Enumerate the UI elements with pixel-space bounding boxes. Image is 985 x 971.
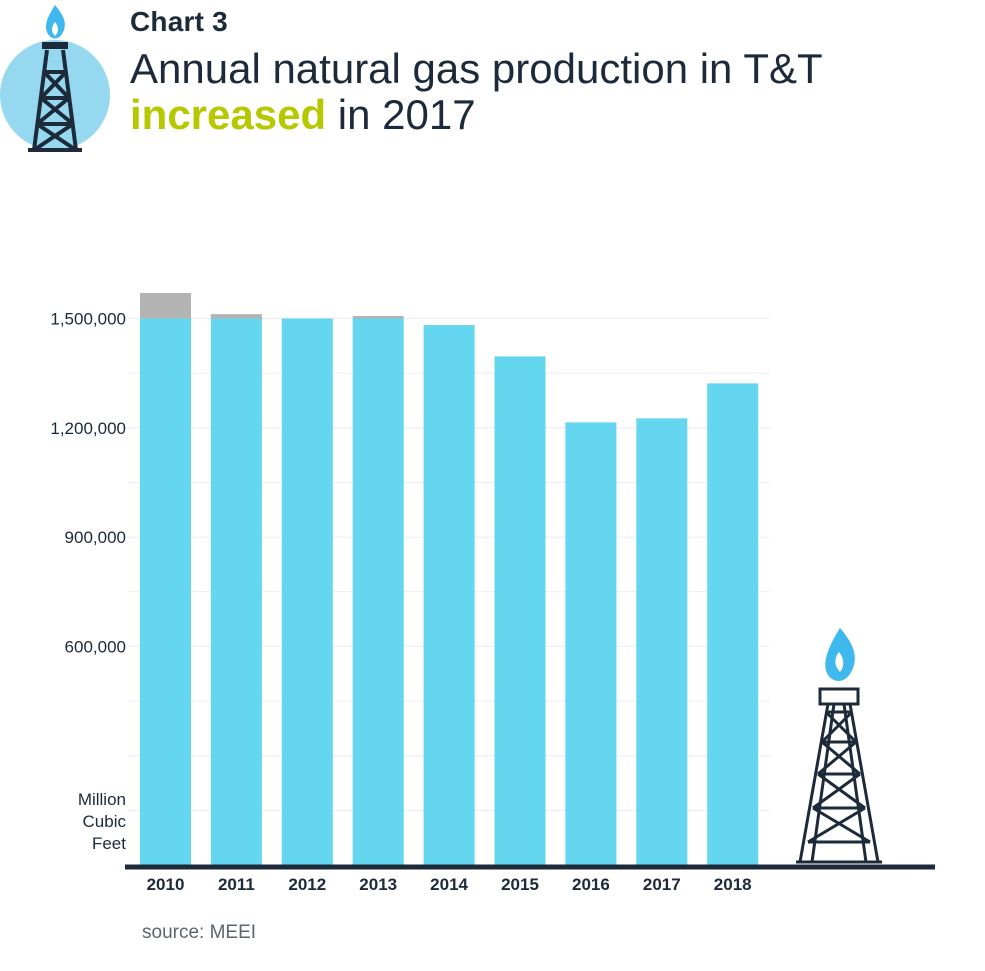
title-part2: in 2017	[326, 91, 476, 138]
y-tick-label: 900,000	[65, 528, 126, 547]
x-tick-label: 2015	[501, 875, 539, 894]
title-highlight: increased	[130, 91, 327, 138]
bar-2011	[210, 318, 262, 865]
x-tick-label: 2016	[572, 875, 610, 894]
x-tick-label: 2010	[147, 875, 185, 894]
bar-2016	[565, 422, 617, 865]
bar-overflow-2011	[210, 314, 262, 319]
bar-2013	[352, 318, 404, 865]
bar-2012	[281, 318, 333, 865]
bar-2018	[707, 383, 759, 865]
chart-title: Annual natural gas production in T&T incr…	[130, 46, 823, 138]
gas-rig-logo-icon	[0, 5, 110, 152]
y-tick-label: 1,200,000	[50, 419, 126, 438]
bar-overflow-2010	[140, 293, 191, 319]
y-tick-label: 600,000	[65, 637, 126, 656]
x-tick-label: 2017	[643, 875, 681, 894]
y-axis-label: Million	[78, 790, 126, 809]
bar-2010	[140, 318, 191, 865]
x-tick-label: 2013	[359, 875, 397, 894]
x-tick-label: 2012	[288, 875, 326, 894]
x-tick-label: 2018	[714, 875, 752, 894]
y-axis-label: Feet	[92, 834, 126, 853]
x-tick-label: 2014	[430, 875, 468, 894]
y-tick-label: 1,500,000	[50, 310, 126, 329]
y-axis-label: Cubic	[83, 812, 127, 831]
title-part1: Annual natural gas production in T&T	[130, 45, 823, 92]
chart-kicker: Chart 3	[130, 6, 228, 37]
bar-2014	[423, 325, 475, 865]
bar-2017	[636, 418, 688, 865]
bar-overflow-2013	[352, 315, 404, 319]
gas-rig-illustration-icon	[796, 628, 882, 864]
chart-header: Chart 3 Annual natural gas production in…	[130, 6, 823, 138]
source-note: source: MEEI	[142, 922, 257, 943]
x-tick-label: 2011	[218, 875, 255, 894]
bar-2015	[494, 356, 546, 865]
